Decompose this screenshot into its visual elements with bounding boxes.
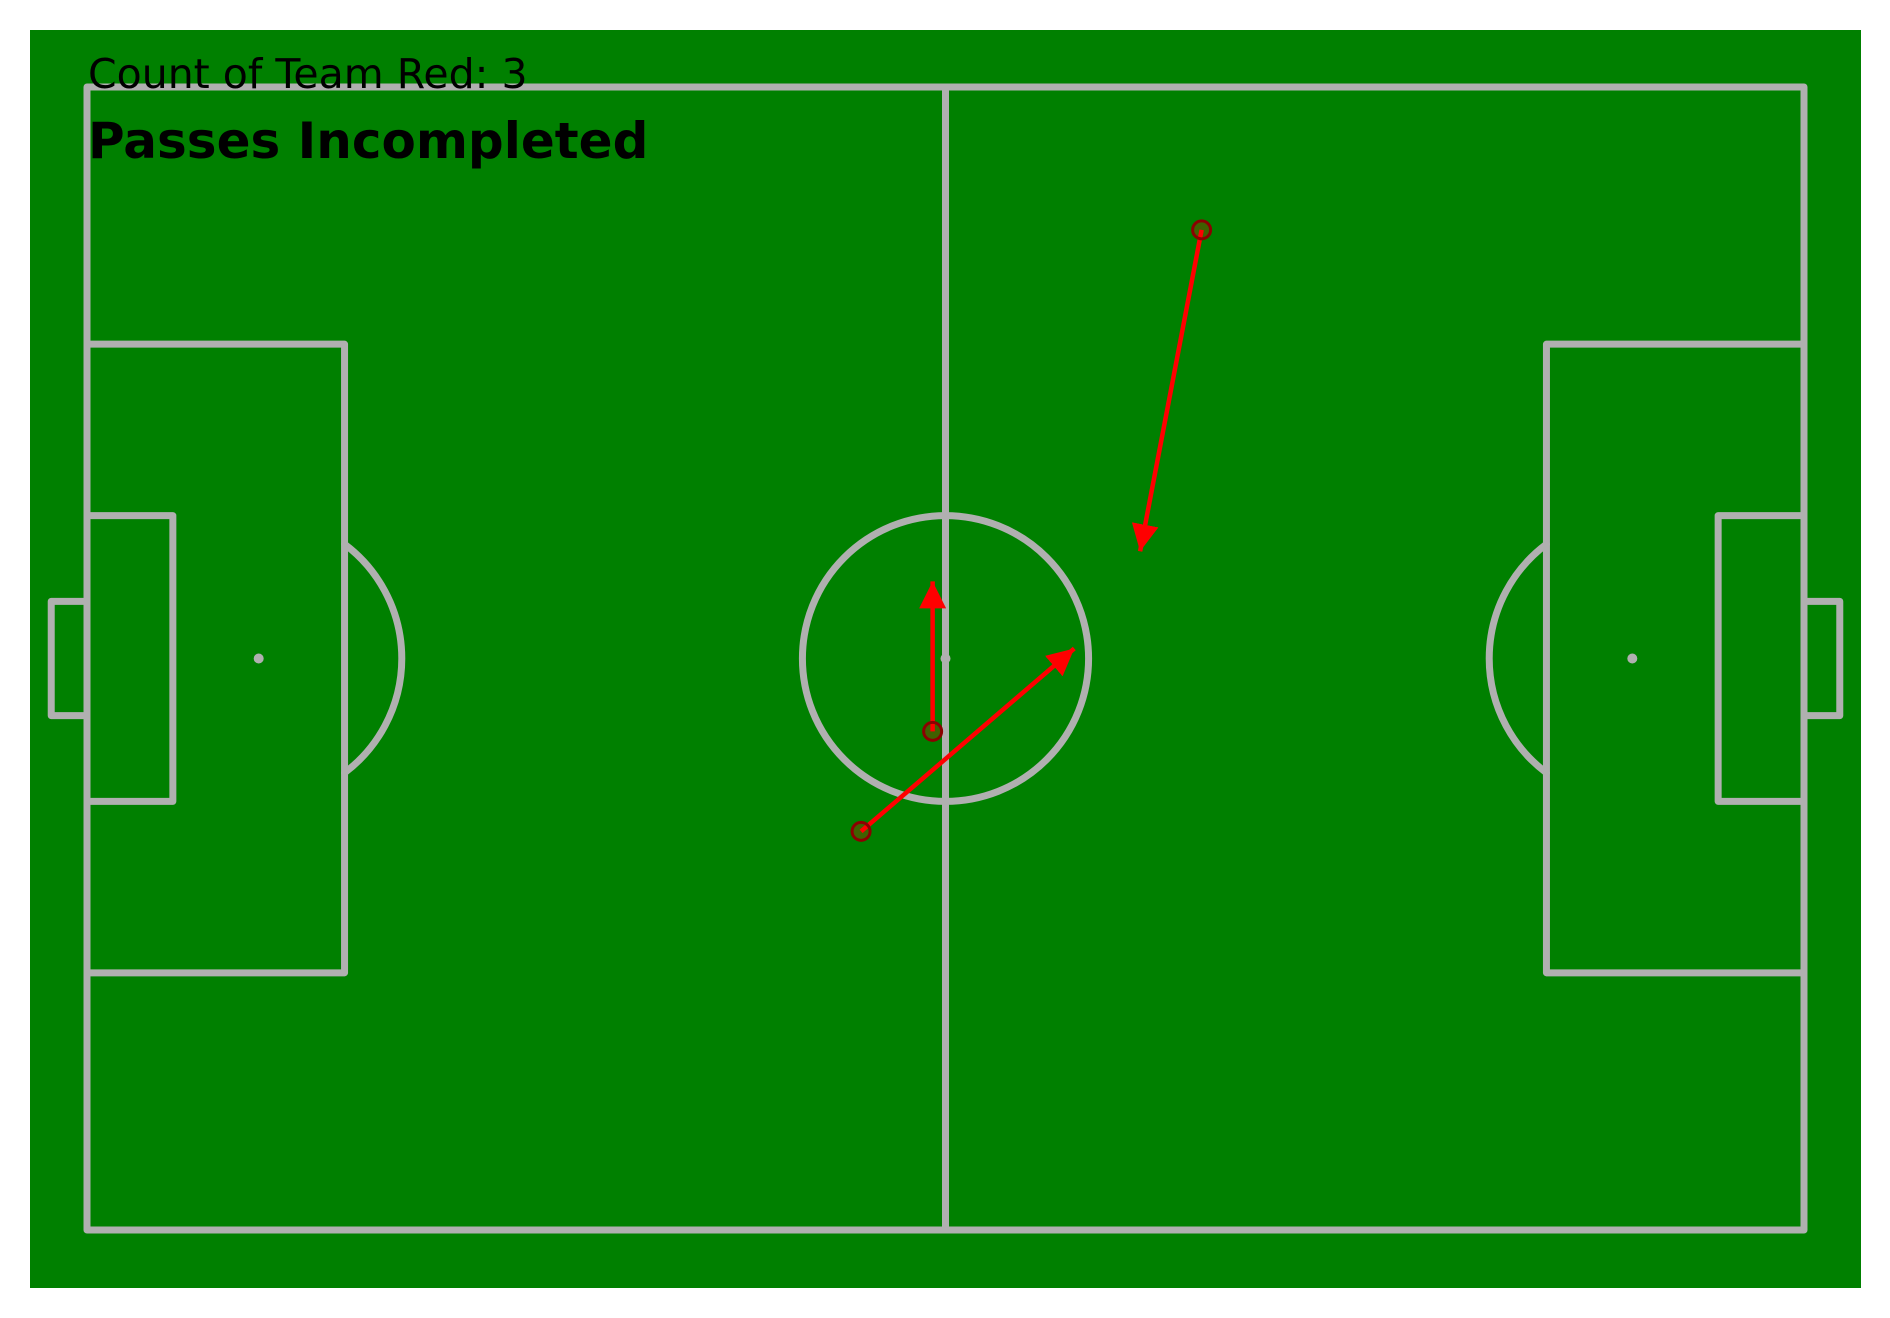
center-spot	[940, 653, 951, 664]
pass-start-point-3	[1191, 219, 1213, 241]
right-penalty-arc	[1485, 540, 1550, 777]
left-penalty-spot	[253, 653, 264, 664]
pass-arrow-2	[859, 646, 1076, 834]
left-penalty-arc	[341, 540, 406, 777]
right-goal	[1800, 597, 1844, 720]
pass-start-point-2	[850, 820, 872, 842]
team-count-label: Count of Team Red: 3	[88, 50, 528, 98]
chart-title: Passes Incompleted	[88, 112, 648, 170]
pass-layer	[850, 219, 1213, 842]
right-penalty-spot	[1627, 653, 1638, 664]
pitch-lines	[47, 83, 1844, 1234]
left-goal	[47, 597, 91, 720]
pass-arrow-3	[1131, 229, 1204, 552]
pass-start-point-1	[922, 720, 944, 742]
center-circle	[798, 512, 1093, 805]
